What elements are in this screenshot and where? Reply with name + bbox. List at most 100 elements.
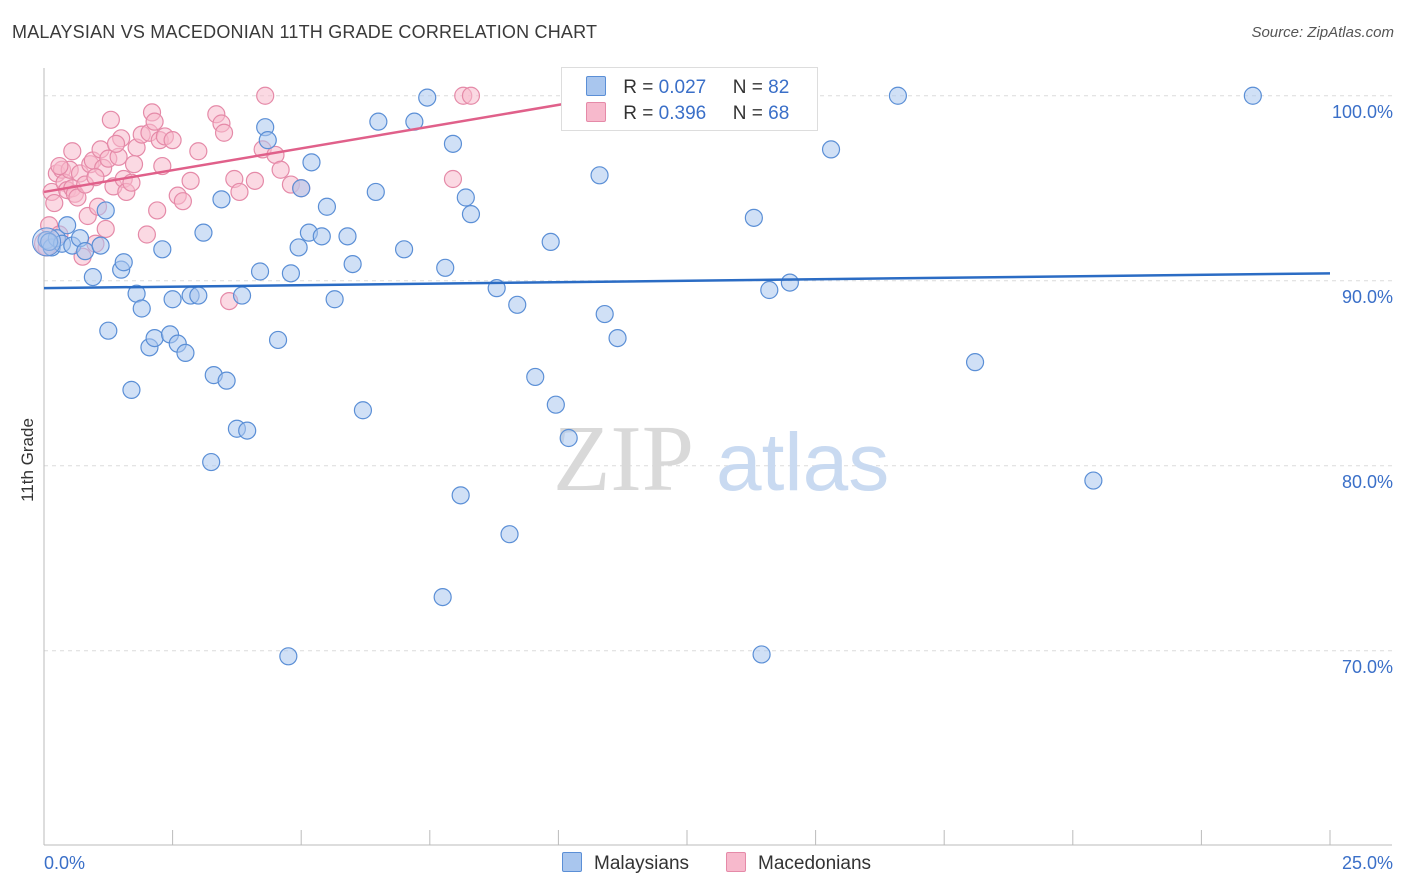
macedonians-point bbox=[145, 112, 164, 131]
legend-r-label: R = bbox=[623, 103, 654, 124]
legend-row-malaysians: R = 0.027 N = 82 bbox=[586, 76, 789, 100]
bottom-legend-malaysians: Malaysians bbox=[562, 852, 689, 875]
tick-label-layer: 100.0% 90.0% 80.0% 70.0% 0.0% 25.0% bbox=[44, 102, 1393, 873]
y-tick-label: 90.0% bbox=[1342, 287, 1393, 307]
malaysians-point bbox=[508, 295, 527, 314]
malaysians-point bbox=[122, 380, 141, 399]
macedonians-point bbox=[230, 182, 249, 202]
bottom-legend-label: Malaysians bbox=[594, 853, 690, 874]
malaysians-point bbox=[608, 329, 627, 348]
malaysians-cluster-point bbox=[32, 227, 62, 257]
malaysians-points bbox=[32, 86, 1262, 666]
malaysians-point bbox=[40, 232, 59, 251]
malaysians-point bbox=[76, 242, 95, 261]
malaysians-point bbox=[302, 153, 321, 172]
trend-layer bbox=[43, 101, 1331, 290]
legend-n-value: 82 bbox=[768, 77, 790, 98]
malaysians-point bbox=[258, 131, 277, 150]
x-tick-label: 25.0% bbox=[1342, 853, 1393, 873]
malaysians-point bbox=[250, 262, 270, 281]
malaysians-point bbox=[83, 267, 102, 287]
bottom-legend-macedonians: Macedonians bbox=[726, 852, 871, 875]
malaysians-point bbox=[325, 290, 344, 309]
macedonians-point bbox=[461, 86, 481, 105]
malaysians-point bbox=[590, 166, 609, 185]
malaysians-point bbox=[194, 223, 213, 242]
macedonians-point bbox=[271, 160, 290, 179]
malaysians-point bbox=[760, 280, 779, 300]
legend-swatch-malaysians bbox=[586, 76, 606, 96]
malaysians-point bbox=[317, 197, 337, 216]
x-tick-label: 0.0% bbox=[44, 853, 85, 873]
malaysians-point bbox=[780, 273, 799, 292]
malaysians-point bbox=[366, 182, 385, 202]
watermark-atlas: atlas bbox=[716, 417, 889, 508]
malaysians-point bbox=[418, 88, 437, 107]
legend-r-value: 0.027 bbox=[658, 77, 707, 98]
macedonians-point bbox=[163, 131, 182, 150]
malaysians-point bbox=[114, 253, 133, 272]
macedonians-point bbox=[173, 192, 192, 211]
malaysians-point bbox=[238, 421, 257, 440]
malaysians-point bbox=[163, 290, 182, 309]
malaysians-point bbox=[456, 188, 475, 207]
malaysians-point bbox=[232, 286, 252, 305]
macedonians-point bbox=[106, 134, 126, 153]
legend-swatch-macedonians bbox=[586, 102, 606, 122]
bottom-legend-swatch-malaysians bbox=[562, 852, 582, 872]
legend-n-label: N = bbox=[732, 77, 763, 98]
malaysians-point bbox=[546, 395, 565, 414]
macedonians-point bbox=[214, 123, 234, 142]
malaysians-point bbox=[443, 134, 463, 153]
macedonians-point bbox=[181, 171, 200, 190]
malaysians-point bbox=[153, 240, 172, 259]
malaysians-point bbox=[281, 264, 301, 283]
macedonians-point bbox=[124, 155, 144, 174]
malaysians-point bbox=[279, 647, 298, 666]
malaysians-point bbox=[752, 645, 771, 664]
malaysians-point bbox=[91, 236, 110, 255]
malaysians-point bbox=[965, 353, 985, 372]
macedonians-point bbox=[96, 219, 115, 239]
malaysians-point bbox=[888, 86, 908, 105]
legend-r-label: R = bbox=[623, 77, 654, 98]
legend-r-value: 0.396 bbox=[658, 103, 707, 124]
malaysians-point bbox=[217, 371, 236, 390]
watermark-zip: ZIP bbox=[553, 407, 694, 511]
malaysians-point bbox=[369, 112, 388, 131]
malaysians-point bbox=[500, 525, 519, 544]
legend-n-label: N = bbox=[732, 103, 763, 124]
malaysians-point bbox=[1243, 86, 1262, 105]
malaysians-point bbox=[433, 587, 452, 607]
malaysians-point bbox=[394, 240, 414, 259]
malaysians-point bbox=[99, 321, 118, 340]
chart-title: MALAYSIAN VS MACEDONIAN 11TH GRADE CORRE… bbox=[12, 22, 598, 42]
macedonians-point bbox=[245, 171, 265, 190]
bottom-legend-swatch-macedonians bbox=[726, 852, 746, 872]
macedonians-point bbox=[45, 193, 64, 213]
malaysians-point bbox=[202, 452, 221, 472]
bottom-legend-label: Macedonians bbox=[758, 853, 872, 874]
malaysians-point bbox=[268, 330, 288, 350]
malaysians-point bbox=[292, 179, 311, 198]
malaysians-trend-line bbox=[43, 272, 1331, 290]
malaysians-point bbox=[526, 367, 545, 387]
legend-row-macedonians: R = 0.396 N = 68 bbox=[586, 102, 789, 126]
malaysians-point bbox=[132, 299, 151, 318]
legend-n-value: 68 bbox=[768, 103, 790, 124]
macedonians-trend-line bbox=[43, 101, 569, 194]
macedonians-point bbox=[63, 142, 82, 161]
malaysians-point bbox=[451, 486, 470, 505]
malaysians-point bbox=[189, 286, 208, 305]
macedonians-point bbox=[50, 156, 69, 176]
malaysians-point bbox=[96, 201, 115, 220]
y-tick-label: 70.0% bbox=[1342, 657, 1393, 677]
malaysians-point bbox=[595, 304, 614, 324]
macedonians-point bbox=[148, 201, 167, 220]
malaysians-point bbox=[289, 238, 308, 257]
malaysians-point bbox=[541, 232, 560, 251]
malaysians-point bbox=[343, 255, 362, 274]
y-tick-label: 100.0% bbox=[1332, 102, 1393, 122]
malaysians-point bbox=[744, 208, 763, 227]
